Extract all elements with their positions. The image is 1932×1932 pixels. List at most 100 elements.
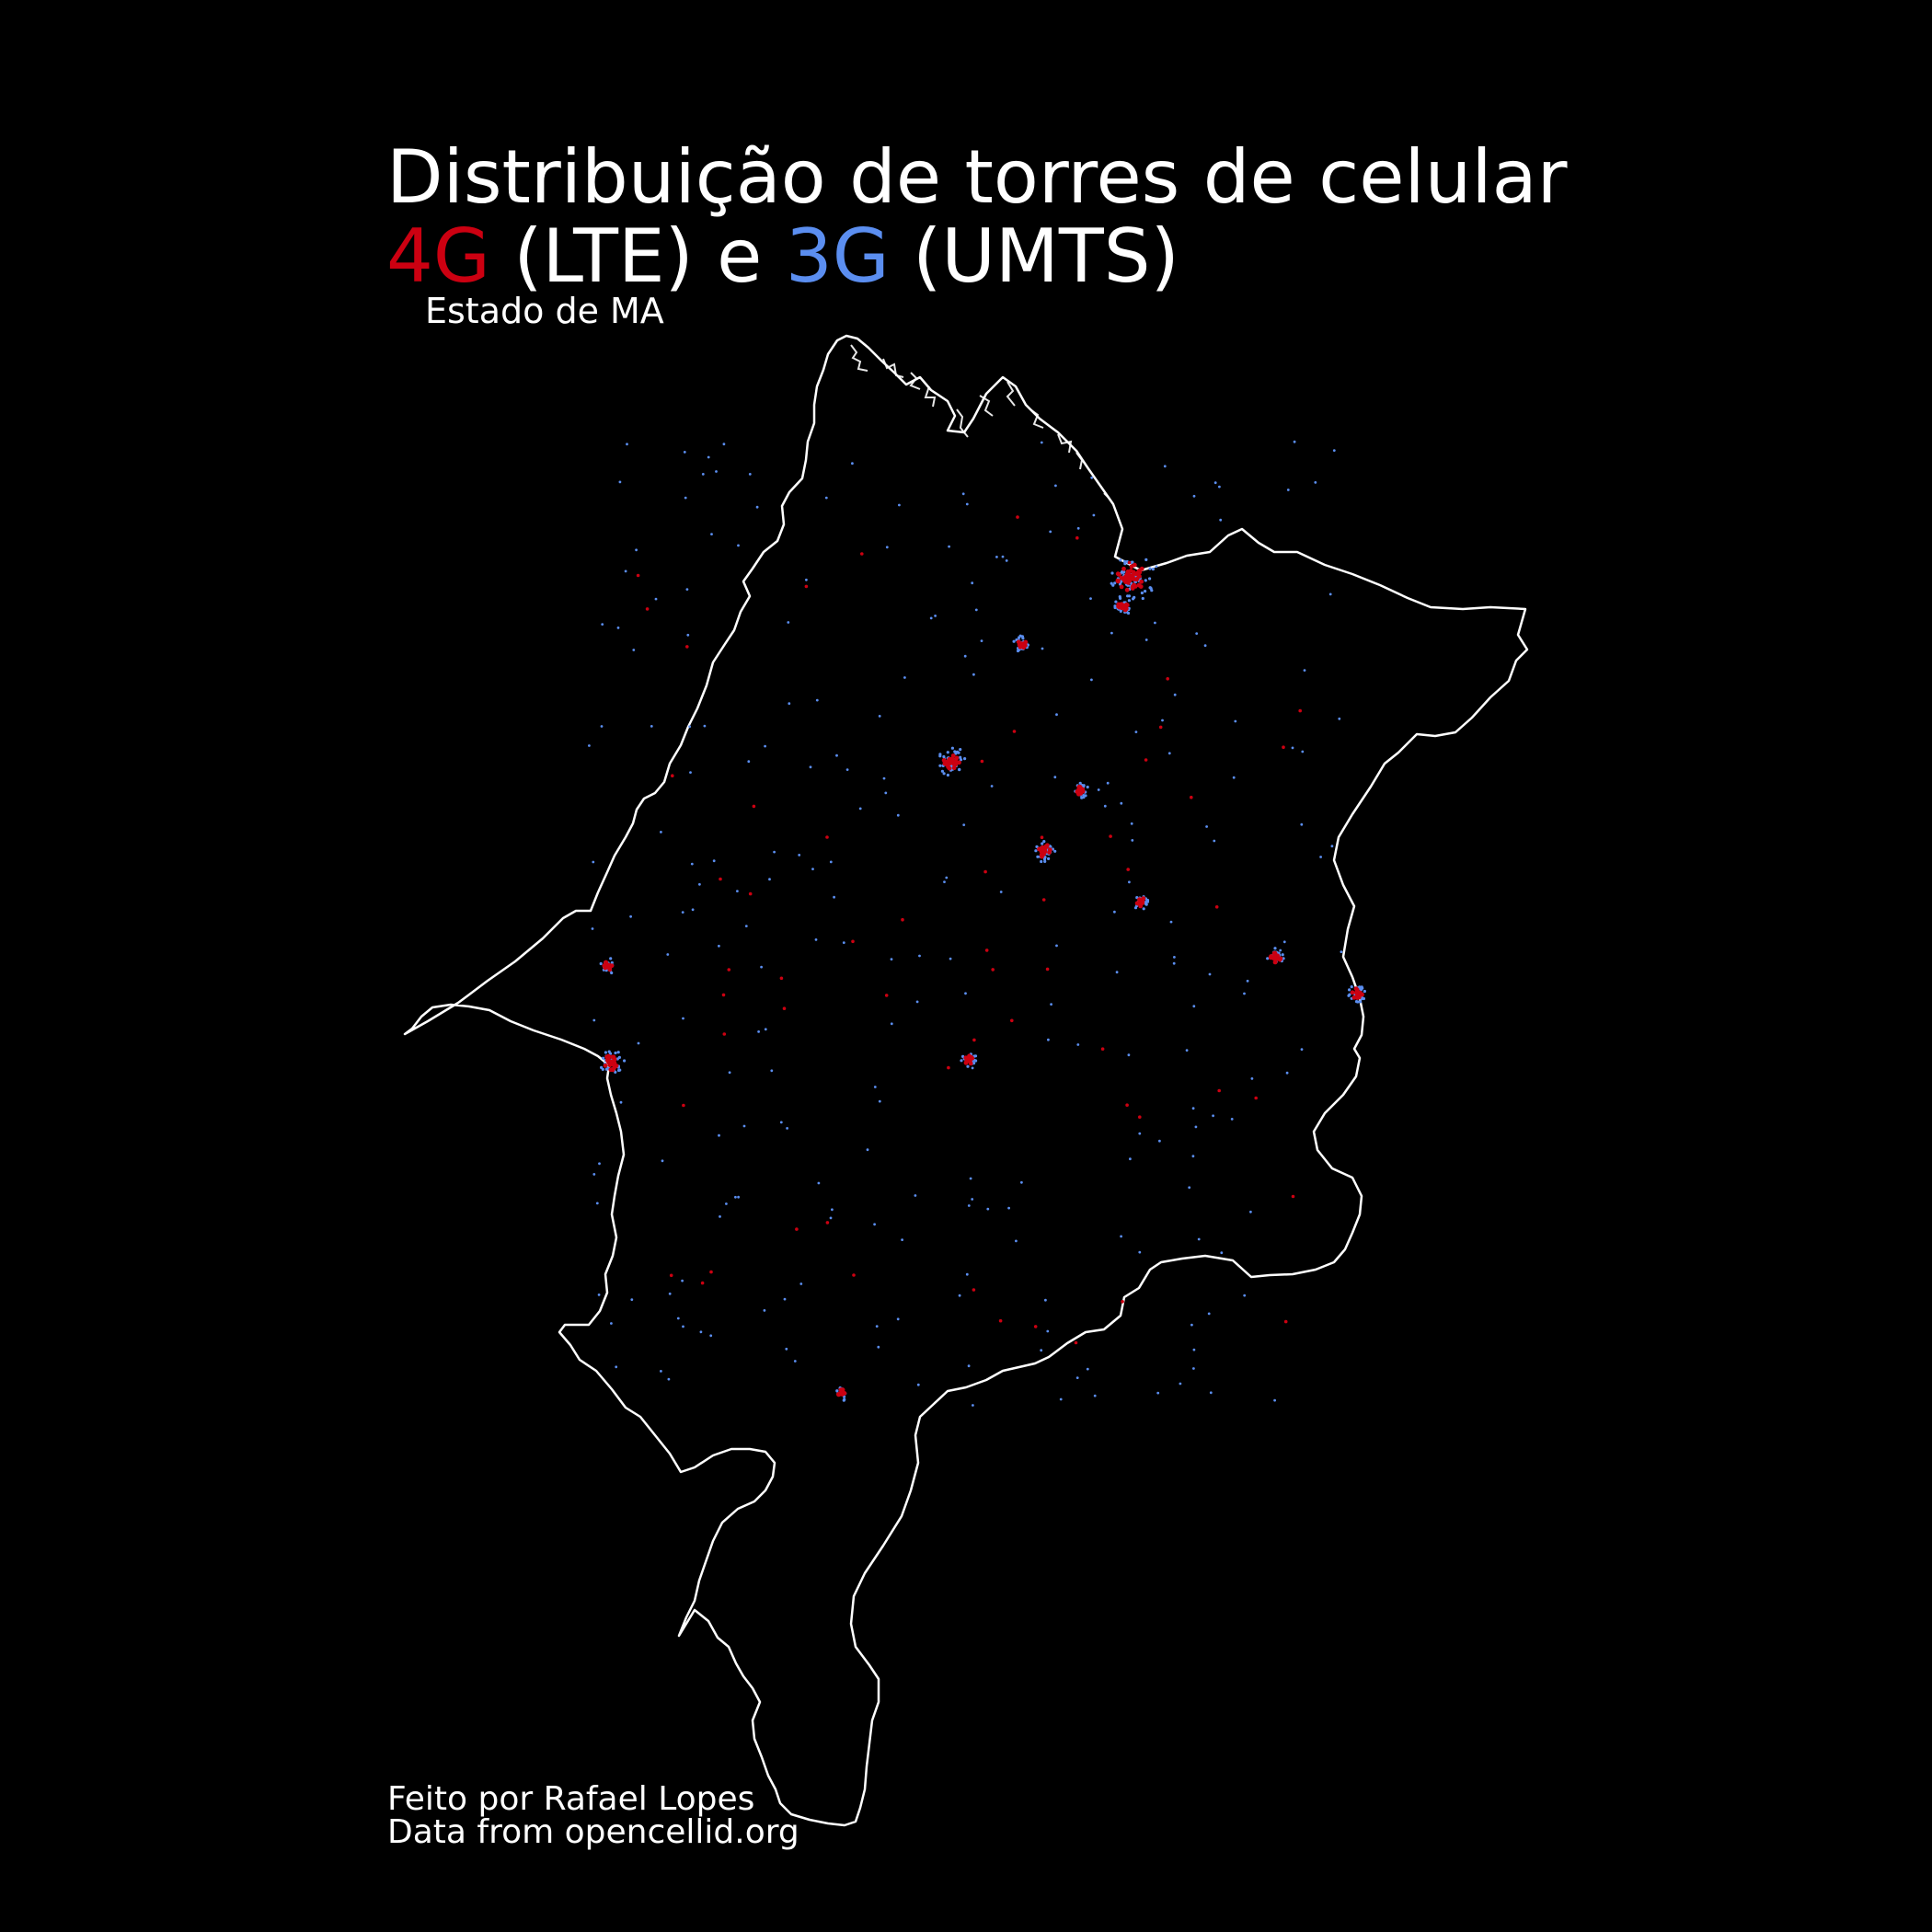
umts-legend-label: 3G — [785, 213, 890, 299]
umts-tower-dot — [1144, 579, 1147, 582]
umts-tower-dot — [1158, 1139, 1161, 1143]
umts-tower-dot — [1192, 1348, 1196, 1351]
umts-tower-dot — [748, 473, 752, 476]
title-conjunction: e — [717, 213, 763, 299]
umts-tower-dot — [770, 1069, 774, 1073]
umts-tower-dot — [787, 621, 790, 624]
umts-tower-dot — [1350, 985, 1353, 989]
umts-tower-dot — [990, 785, 994, 788]
lte-tower-dot — [645, 607, 650, 611]
umts-tower-dot — [1213, 839, 1216, 843]
umts-tower-dot — [1179, 1382, 1182, 1386]
umts-tower-dot — [591, 927, 594, 930]
umts-tower-dot — [757, 1030, 760, 1033]
umts-tower-dot — [1356, 1000, 1360, 1004]
umts-tower-dot — [965, 1272, 969, 1276]
lte-tower-dot — [1109, 834, 1112, 838]
lte-tower-dot — [949, 758, 955, 764]
umts-tower-dot — [1167, 752, 1171, 755]
umts-tower-dot — [1148, 586, 1152, 590]
umts-tower-dot — [1001, 555, 1005, 558]
umts-tower-dot — [1015, 1239, 1018, 1243]
lte-tower-dot — [1127, 560, 1132, 565]
lte-tower-dot — [1122, 607, 1128, 613]
lte-tower-dot — [608, 1067, 614, 1073]
umts-tower-dot — [597, 1294, 601, 1296]
lte-tower-dot — [1138, 1115, 1142, 1119]
lte-tower-dot — [1138, 903, 1144, 909]
umts-tower-dot — [969, 1177, 972, 1180]
umts-tower-dot — [592, 1173, 596, 1176]
umts-tower-dot — [1173, 956, 1176, 959]
umts-tower-dot — [1076, 526, 1080, 530]
umts-tower-dot — [1319, 856, 1322, 858]
umts-tower-dot — [701, 473, 705, 476]
lte-tower-dot — [1272, 954, 1278, 960]
umts-tower-dot — [851, 462, 854, 466]
umts-tower-dot — [1076, 1043, 1080, 1046]
umts-tower-dot — [1243, 1294, 1247, 1297]
lte-tower-dot — [1019, 643, 1024, 648]
umts-tower-dot — [1340, 950, 1343, 953]
umts-tower-dot — [835, 753, 838, 757]
umts-tower-dot — [710, 533, 713, 535]
umts-tower-dot — [1113, 581, 1117, 585]
umts-tower-dot — [1040, 441, 1043, 444]
umts-tower-dot — [610, 1322, 613, 1325]
umts-tower-dot — [842, 941, 845, 944]
data-source-credit: Data from opencellid.org — [387, 1813, 799, 1851]
umts-tower-dot — [1053, 849, 1057, 853]
umts-tower-dot — [1359, 1000, 1363, 1004]
lte-tower-dot — [603, 1063, 608, 1068]
umts-tower-dot — [971, 581, 974, 585]
lte-tower-dot — [1040, 835, 1044, 839]
umts-tower-dot — [1148, 567, 1152, 570]
lte-tower-dot — [1214, 905, 1219, 909]
umts-tower-dot — [1114, 600, 1118, 604]
lte-tower-dot — [1139, 579, 1144, 584]
umts-tower-dot — [676, 1317, 680, 1320]
umts-tower-dot — [699, 1330, 703, 1334]
lte-tower-dot — [1138, 900, 1143, 905]
umts-tower-dot — [1348, 988, 1351, 992]
umts-tower-dot — [961, 1054, 965, 1058]
umts-tower-dot — [1190, 1323, 1193, 1327]
umts-tower-dot — [616, 627, 620, 629]
umts-tower-dot — [1141, 596, 1144, 601]
umts-tower-dot — [1128, 880, 1131, 884]
umts-tower-dot — [1293, 440, 1296, 443]
umts-tower-dot — [1090, 678, 1093, 682]
umts-tower-dot — [1018, 636, 1021, 639]
umts-tower-dot — [786, 1127, 788, 1130]
umts-tower-dot — [965, 502, 969, 506]
umts-tower-dot — [842, 1398, 845, 1402]
umts-tower-dot — [1191, 1107, 1195, 1110]
umts-tower-dot — [618, 480, 622, 484]
umts-tower-dot — [719, 1215, 721, 1218]
umts-tower-dot — [691, 908, 695, 912]
lte-tower-dot — [944, 762, 949, 767]
umts-tower-dot — [1059, 1397, 1063, 1401]
umts-tower-dot — [1144, 558, 1148, 562]
umts-tower-dot — [959, 758, 963, 762]
umts-tower-dot — [773, 850, 776, 854]
umts-tower-dot — [1209, 1391, 1213, 1395]
umts-tower-dot — [779, 1121, 783, 1124]
umts-tower-dot — [1360, 985, 1363, 989]
umts-tower-dot — [1093, 1394, 1097, 1397]
umts-tower-dot — [1138, 1250, 1142, 1254]
umts-tower-dot — [1338, 717, 1341, 720]
umts-tower-dot — [942, 754, 946, 759]
umts-tower-dot — [595, 1202, 599, 1205]
umts-tower-dot — [1232, 776, 1236, 779]
umts-tower-dot — [764, 1028, 767, 1031]
umts-tower-dot — [1220, 1251, 1224, 1255]
lte-tower-dot — [1041, 852, 1046, 857]
umts-tower-dot — [972, 1404, 974, 1407]
umts-tower-dot — [600, 1065, 604, 1069]
lte-tower-dot — [1132, 577, 1137, 582]
lte-tower-dot — [1125, 1103, 1129, 1107]
umts-tower-dot — [1314, 481, 1317, 484]
umts-tower-dot — [1127, 594, 1132, 598]
umts-tower-dot — [715, 470, 718, 473]
